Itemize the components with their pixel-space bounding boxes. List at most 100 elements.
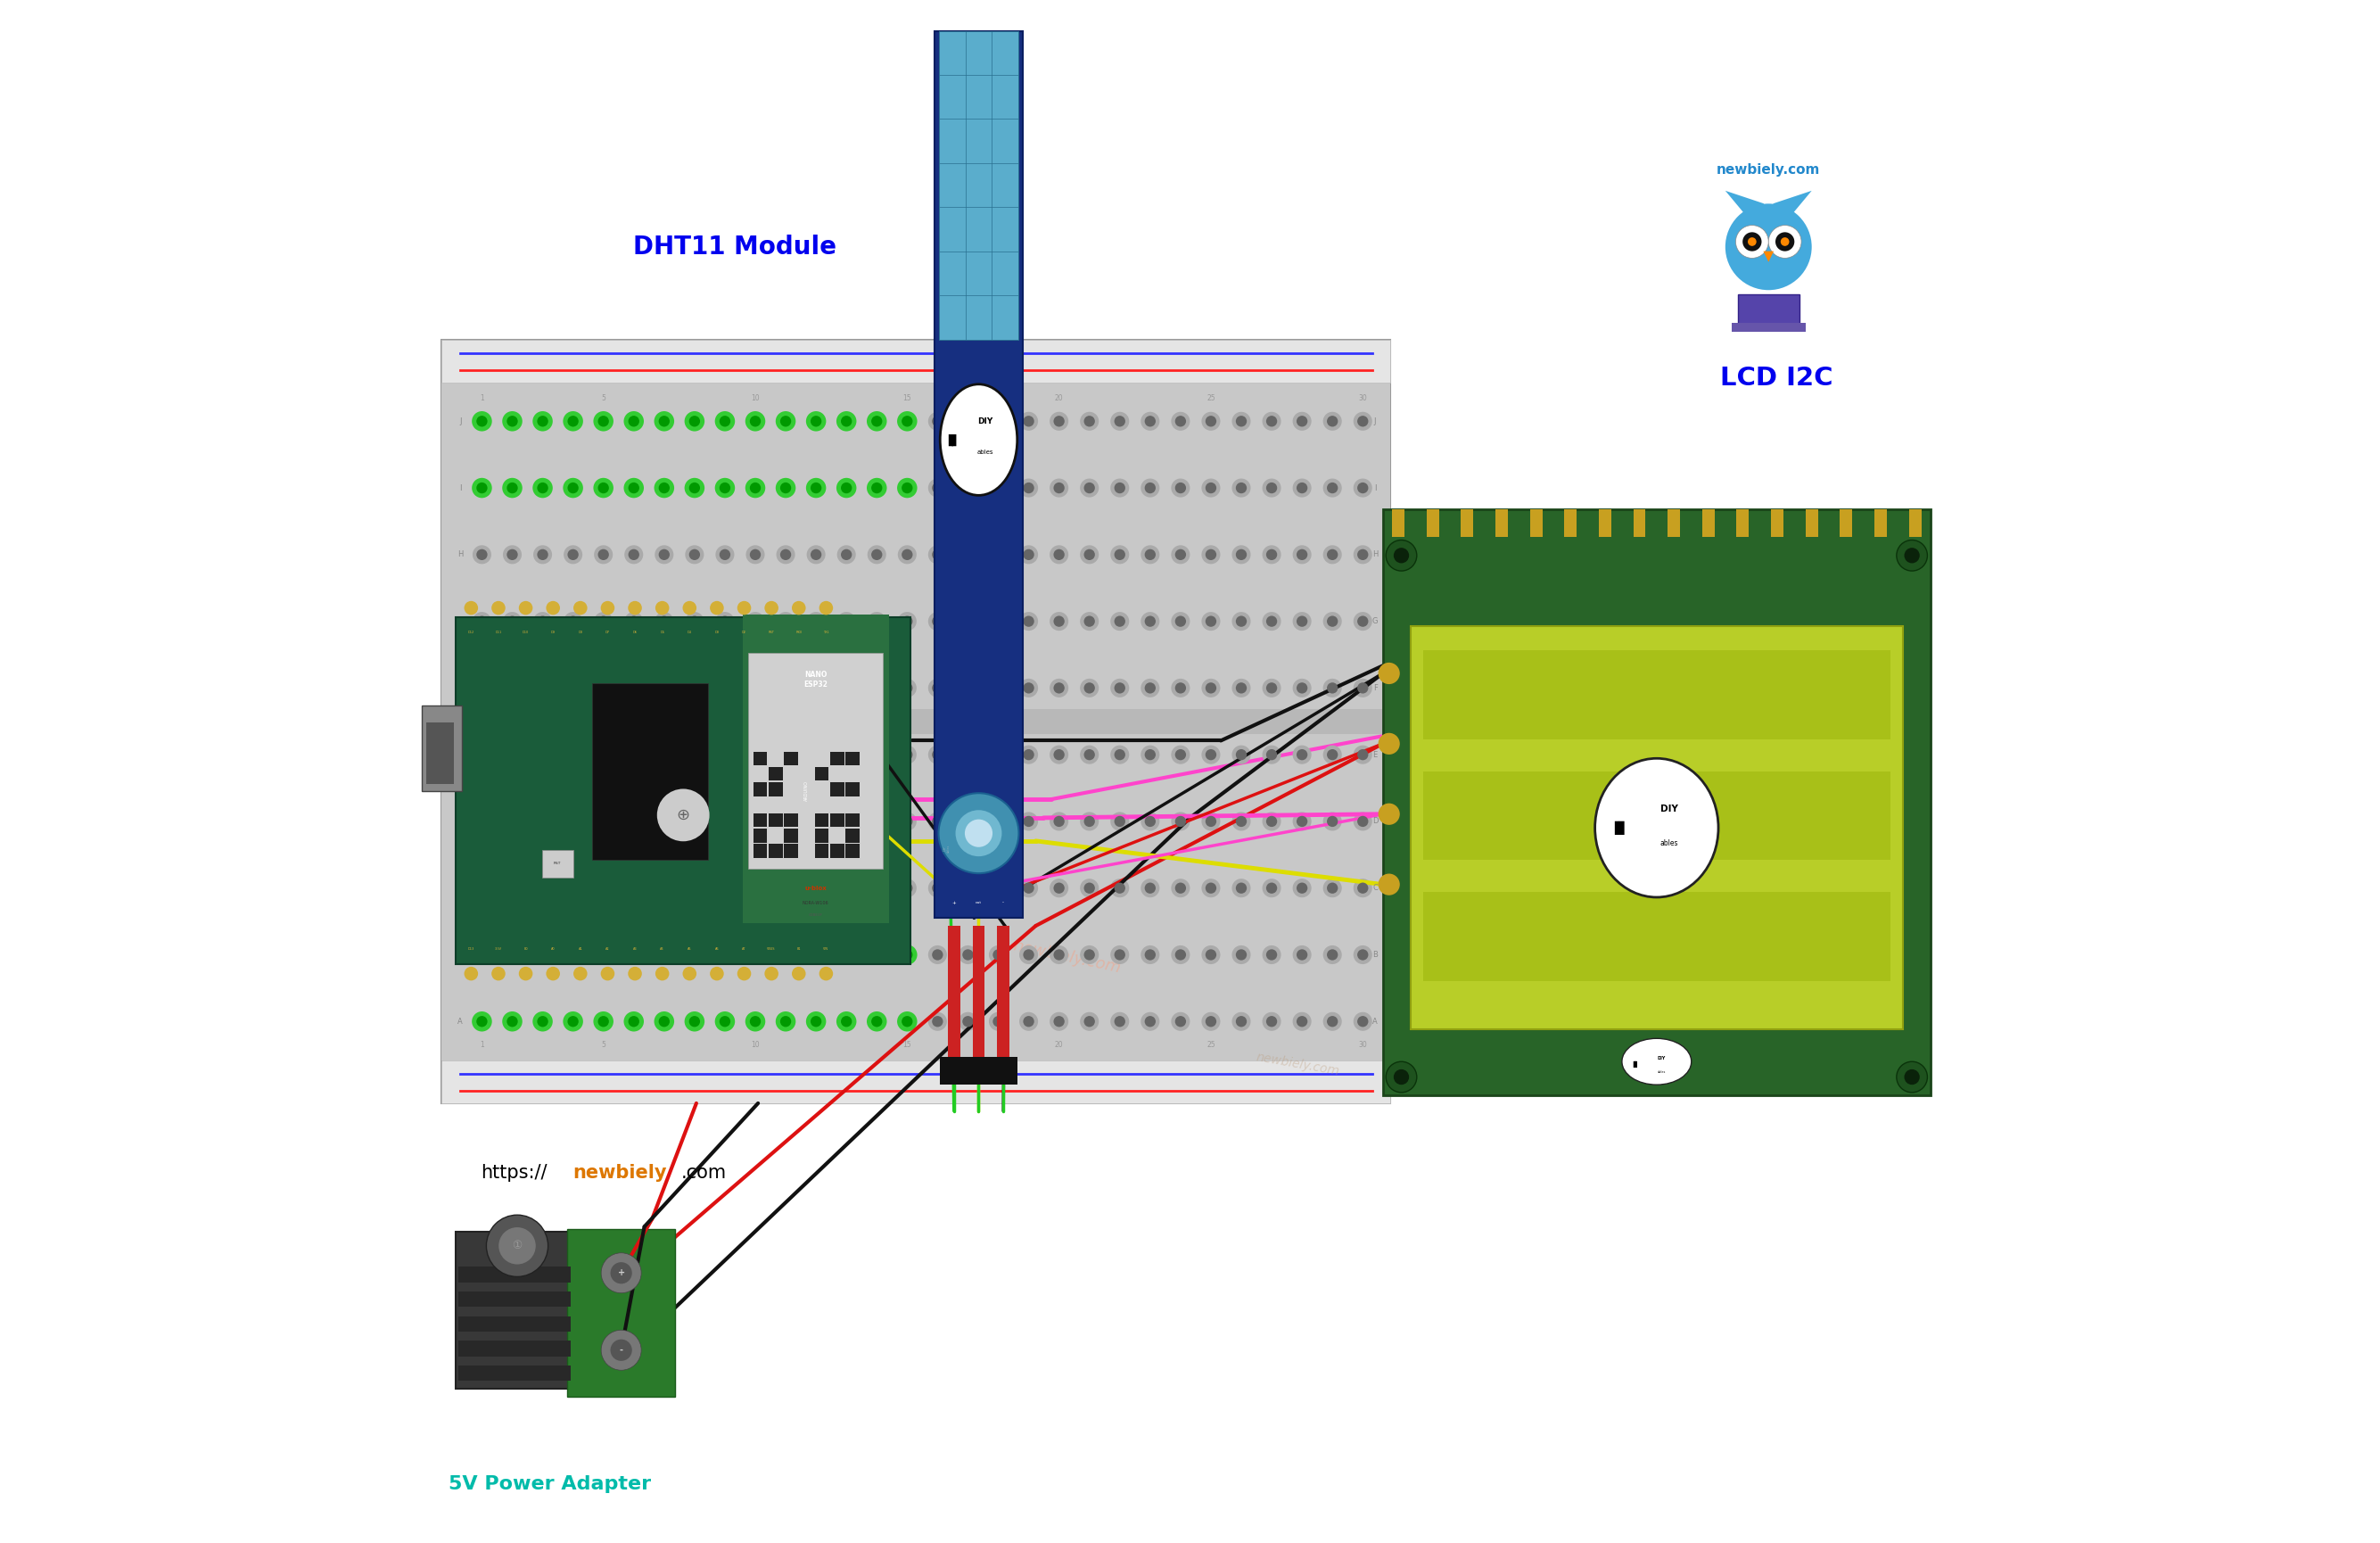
- Bar: [421, 707, 462, 790]
- Circle shape: [835, 478, 857, 498]
- Circle shape: [992, 616, 1004, 626]
- Circle shape: [719, 483, 731, 494]
- Circle shape: [1140, 878, 1159, 898]
- Circle shape: [685, 679, 704, 697]
- Circle shape: [564, 545, 583, 565]
- Circle shape: [1904, 548, 1921, 563]
- Circle shape: [1171, 545, 1190, 565]
- Text: D6: D6: [633, 631, 638, 634]
- Circle shape: [1176, 616, 1185, 626]
- Text: .com: .com: [681, 1163, 726, 1182]
- Circle shape: [659, 415, 669, 427]
- Circle shape: [1023, 1015, 1035, 1028]
- Circle shape: [1083, 949, 1095, 960]
- Circle shape: [1081, 613, 1100, 631]
- Circle shape: [690, 616, 700, 626]
- Circle shape: [1171, 412, 1190, 430]
- Circle shape: [624, 410, 645, 432]
- Circle shape: [1233, 545, 1250, 565]
- Circle shape: [1023, 549, 1035, 560]
- Circle shape: [807, 410, 826, 432]
- Text: D2: D2: [743, 631, 747, 634]
- Circle shape: [1266, 1015, 1278, 1028]
- Bar: [783, 844, 797, 858]
- Circle shape: [745, 478, 766, 498]
- Circle shape: [902, 483, 912, 494]
- Circle shape: [1176, 682, 1185, 693]
- Circle shape: [1292, 1012, 1311, 1031]
- Circle shape: [871, 750, 883, 761]
- Circle shape: [1204, 1015, 1216, 1028]
- Circle shape: [1202, 946, 1221, 964]
- Circle shape: [902, 883, 912, 893]
- Circle shape: [897, 410, 916, 432]
- Circle shape: [933, 549, 942, 560]
- Text: H: H: [1373, 551, 1378, 559]
- Text: A1: A1: [578, 947, 583, 950]
- Circle shape: [538, 616, 547, 626]
- Circle shape: [781, 883, 790, 893]
- Circle shape: [1297, 415, 1307, 427]
- Circle shape: [838, 878, 857, 898]
- Text: D4: D4: [688, 631, 693, 634]
- Circle shape: [1145, 1015, 1157, 1028]
- Circle shape: [928, 878, 947, 898]
- Circle shape: [624, 545, 643, 565]
- Circle shape: [750, 883, 762, 893]
- Circle shape: [1357, 483, 1368, 494]
- Circle shape: [1019, 545, 1038, 565]
- Circle shape: [1292, 412, 1311, 430]
- Bar: [783, 813, 797, 827]
- Circle shape: [1054, 750, 1064, 761]
- Circle shape: [1202, 679, 1221, 697]
- Circle shape: [574, 600, 588, 616]
- Circle shape: [502, 745, 521, 764]
- Circle shape: [1328, 1015, 1338, 1028]
- Circle shape: [1111, 412, 1128, 430]
- Circle shape: [593, 478, 614, 498]
- Circle shape: [1378, 804, 1399, 826]
- Circle shape: [866, 944, 888, 964]
- Circle shape: [685, 613, 704, 631]
- Circle shape: [1083, 883, 1095, 893]
- Bar: [947, 926, 959, 1065]
- Circle shape: [538, 949, 547, 960]
- Circle shape: [1019, 812, 1038, 830]
- Circle shape: [793, 600, 807, 616]
- Circle shape: [1202, 478, 1221, 497]
- Circle shape: [595, 613, 612, 631]
- Circle shape: [685, 745, 704, 764]
- Circle shape: [474, 812, 490, 830]
- Circle shape: [1204, 549, 1216, 560]
- Circle shape: [628, 816, 640, 827]
- Circle shape: [1114, 750, 1126, 761]
- Circle shape: [566, 1015, 578, 1028]
- Bar: [459, 1291, 571, 1307]
- Circle shape: [1323, 478, 1342, 497]
- Circle shape: [719, 682, 731, 693]
- Text: DIY
ables: DIY ables: [942, 844, 950, 853]
- Circle shape: [1081, 545, 1100, 565]
- Circle shape: [1768, 225, 1802, 258]
- Bar: [1806, 509, 1818, 537]
- Circle shape: [1292, 679, 1311, 697]
- Circle shape: [750, 616, 762, 626]
- Circle shape: [1111, 679, 1128, 697]
- Circle shape: [1292, 946, 1311, 964]
- Circle shape: [597, 483, 609, 494]
- Circle shape: [1171, 812, 1190, 830]
- Circle shape: [654, 812, 674, 830]
- Circle shape: [897, 878, 916, 898]
- Circle shape: [1354, 1012, 1373, 1031]
- Circle shape: [1111, 946, 1128, 964]
- Circle shape: [1050, 478, 1069, 497]
- Circle shape: [1235, 549, 1247, 560]
- Circle shape: [464, 966, 478, 981]
- Circle shape: [866, 812, 885, 830]
- Circle shape: [776, 944, 795, 964]
- Circle shape: [597, 415, 609, 427]
- Circle shape: [807, 944, 826, 964]
- Text: 10: 10: [752, 393, 759, 403]
- Circle shape: [871, 616, 883, 626]
- Text: 5: 5: [602, 1040, 605, 1049]
